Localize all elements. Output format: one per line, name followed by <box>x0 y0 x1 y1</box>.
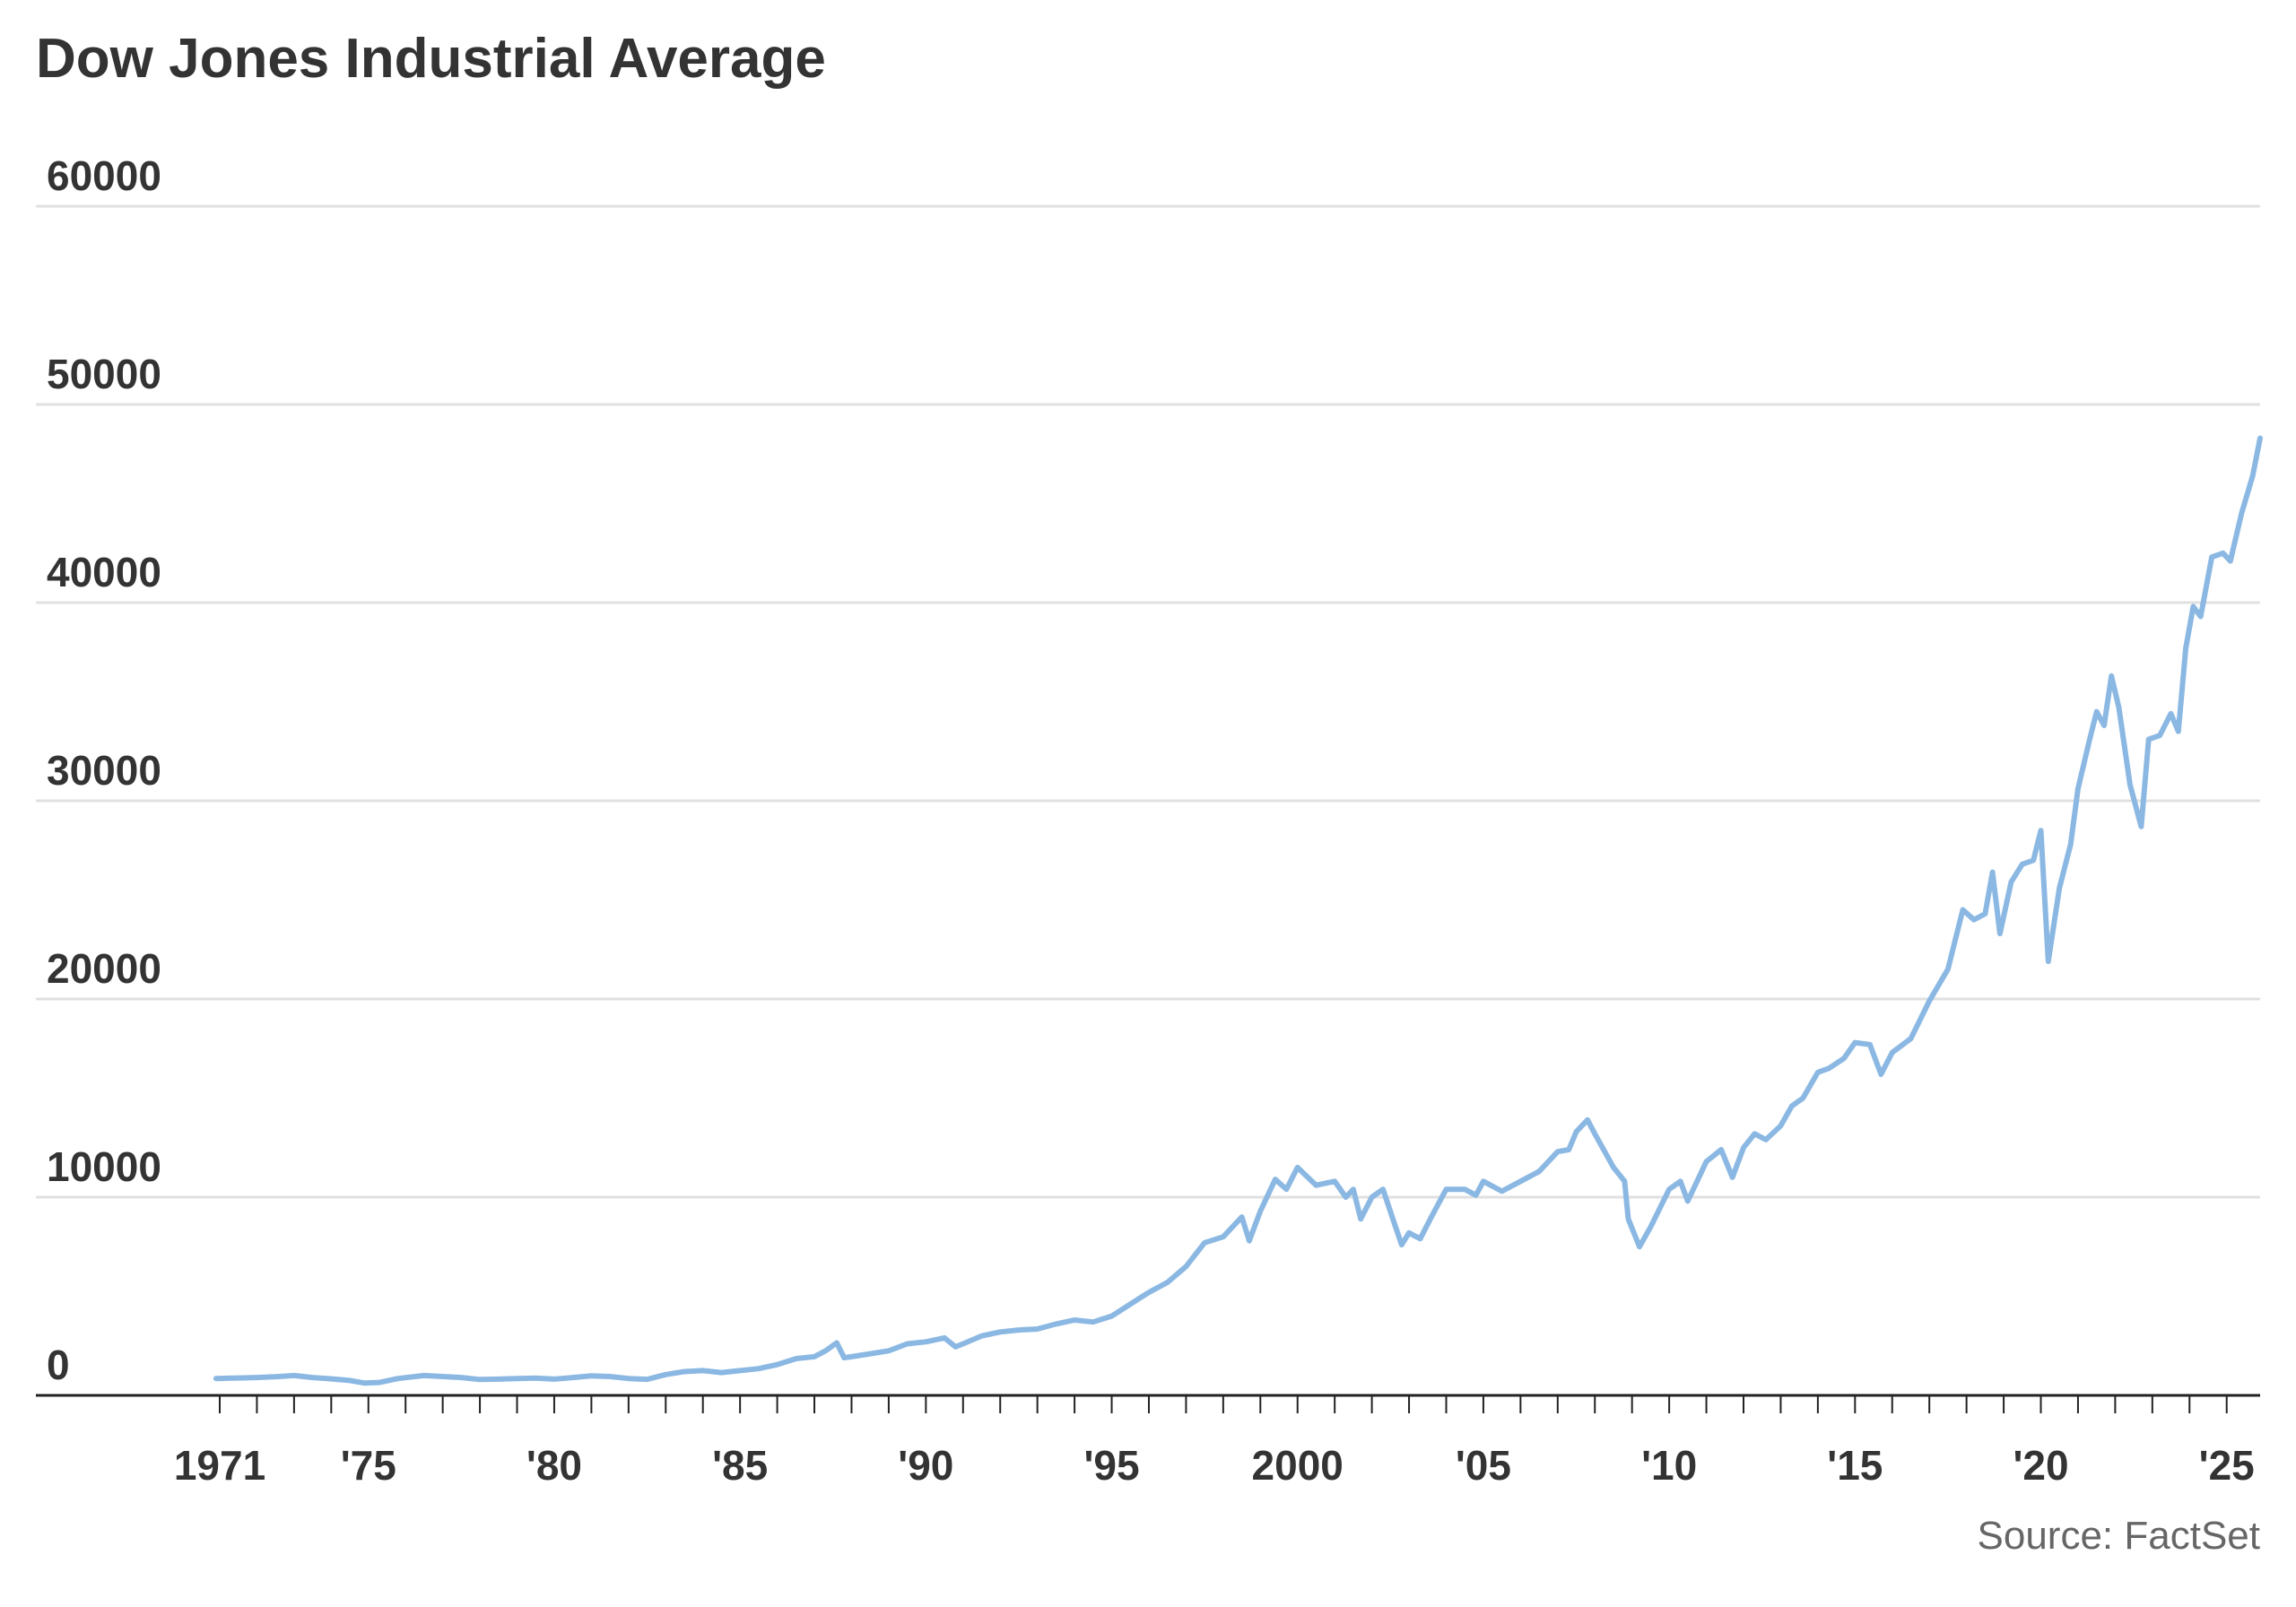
y-tick-label-30000: 30000 <box>47 747 161 794</box>
series-line-0 <box>213 435 2263 1386</box>
x-tick-label-2020: '20 <box>2013 1442 2068 1489</box>
y-tick-label-20000: 20000 <box>47 945 161 992</box>
y-tick-label-0: 0 <box>47 1342 70 1388</box>
y-tick-label-40000: 40000 <box>47 549 161 595</box>
x-tick-label-1990: '90 <box>898 1442 953 1489</box>
x-tick-label-2000: 2000 <box>1252 1442 1344 1489</box>
x-tick-label-1975: '75 <box>341 1442 396 1489</box>
x-tick-label-1971: 1971 <box>174 1442 265 1489</box>
y-tick-label-50000: 50000 <box>47 351 161 397</box>
x-tick-label-1980: '80 <box>526 1442 582 1489</box>
y-axis-labels: 0 10000 20000 30000 40000 50000 60000 <box>47 152 161 1388</box>
x-tick-label-1985: '85 <box>712 1442 768 1489</box>
source-note: Source: FactSet <box>1977 1514 2260 1558</box>
x-tick-label-1995: '95 <box>1083 1442 1139 1489</box>
x-tick-label-2005: '05 <box>1456 1442 1511 1489</box>
x-axis: 1971 '75 '80 '85 '90 '95 2000 '05 '10 '15 '20 '25 <box>36 1394 2260 1489</box>
x-tick-label-2015: '15 <box>1827 1442 1883 1489</box>
y-tick-label-60000: 60000 <box>47 152 161 199</box>
series-layer <box>213 435 2263 1386</box>
chart-title: Dow Jones Industrial Average <box>36 28 826 90</box>
y-tick-label-10000: 10000 <box>47 1143 161 1190</box>
x-tick-label-2010: '10 <box>1641 1442 1697 1489</box>
x-tick-label-2025: '25 <box>2199 1442 2255 1489</box>
gridlines <box>36 204 2260 1199</box>
